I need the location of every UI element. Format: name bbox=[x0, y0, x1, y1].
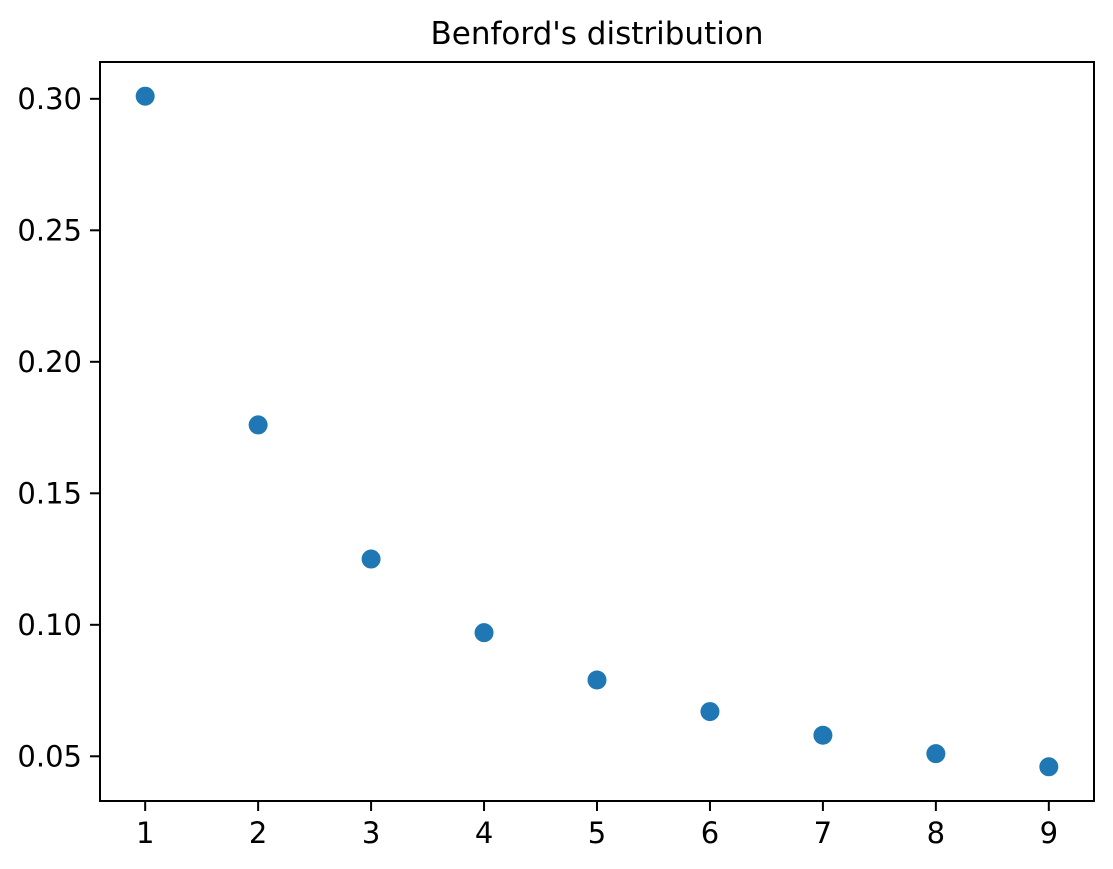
y-tick-label: 0.10 bbox=[17, 608, 82, 642]
chart-title: Benford's distribution bbox=[431, 16, 764, 52]
x-tick-label: 3 bbox=[362, 816, 380, 850]
x-tick-label: 4 bbox=[475, 816, 493, 850]
y-tick-label: 0.05 bbox=[17, 739, 82, 773]
data-point bbox=[700, 702, 720, 722]
x-tick-label: 2 bbox=[249, 816, 267, 850]
x-tick-label: 1 bbox=[136, 816, 154, 850]
x-tick-label: 6 bbox=[701, 816, 719, 850]
data-point bbox=[813, 725, 833, 745]
data-point bbox=[361, 549, 381, 569]
x-axis: 1 2 3 4 5 6 7 8 9 bbox=[136, 801, 1058, 850]
data-point bbox=[926, 744, 946, 764]
data-point bbox=[587, 670, 607, 690]
x-tick-label: 7 bbox=[814, 816, 832, 850]
plot-border bbox=[99, 61, 1095, 802]
x-tick-label: 5 bbox=[588, 816, 606, 850]
x-tick-label: 8 bbox=[927, 816, 945, 850]
data-point bbox=[1039, 757, 1059, 777]
y-axis: 0.05 0.10 0.15 0.20 0.25 0.30 bbox=[17, 82, 100, 773]
y-tick-label: 0.15 bbox=[17, 476, 82, 510]
x-tick-label: 9 bbox=[1040, 816, 1058, 850]
y-tick-label: 0.25 bbox=[17, 213, 82, 247]
y-tick-label: 0.30 bbox=[17, 82, 82, 116]
data-point bbox=[248, 415, 268, 435]
data-points bbox=[135, 86, 1059, 777]
data-point bbox=[135, 86, 155, 106]
data-point bbox=[474, 623, 494, 643]
y-tick-label: 0.20 bbox=[17, 345, 82, 379]
